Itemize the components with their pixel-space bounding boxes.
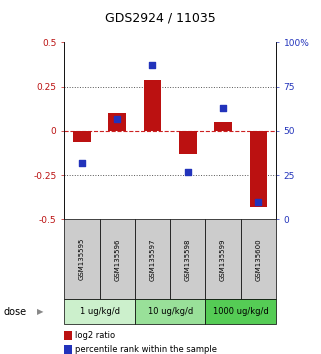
- Bar: [143, 80, 161, 131]
- Text: GSM135598: GSM135598: [185, 238, 191, 281]
- Bar: [135, 219, 170, 299]
- Bar: [64, 219, 100, 299]
- Bar: [179, 131, 196, 154]
- Point: [115, 116, 120, 121]
- Text: ▶: ▶: [37, 307, 43, 316]
- Bar: [73, 131, 91, 142]
- Text: percentile rank within the sample: percentile rank within the sample: [75, 345, 217, 354]
- Bar: [205, 299, 276, 324]
- Text: GDS2924 / 11035: GDS2924 / 11035: [105, 12, 216, 25]
- Bar: [64, 299, 135, 324]
- Point: [79, 160, 84, 166]
- Bar: [205, 219, 241, 299]
- Text: GSM135596: GSM135596: [114, 238, 120, 281]
- Text: 10 ug/kg/d: 10 ug/kg/d: [148, 307, 193, 316]
- Text: 1 ug/kg/d: 1 ug/kg/d: [80, 307, 119, 316]
- Bar: [170, 219, 205, 299]
- Text: GSM135595: GSM135595: [79, 238, 85, 280]
- Text: 1000 ug/kg/d: 1000 ug/kg/d: [213, 307, 269, 316]
- Bar: [214, 122, 232, 131]
- Text: dose: dose: [3, 307, 26, 316]
- Bar: [249, 131, 267, 207]
- Bar: [241, 219, 276, 299]
- Text: GSM135599: GSM135599: [220, 238, 226, 281]
- Point: [150, 63, 155, 68]
- Point: [185, 169, 190, 175]
- Bar: [108, 113, 126, 131]
- Point: [256, 199, 261, 205]
- Bar: [135, 299, 205, 324]
- Text: GSM135600: GSM135600: [256, 238, 261, 281]
- Text: log2 ratio: log2 ratio: [75, 331, 116, 340]
- Bar: [100, 219, 135, 299]
- Point: [221, 105, 226, 111]
- Text: GSM135597: GSM135597: [150, 238, 155, 281]
